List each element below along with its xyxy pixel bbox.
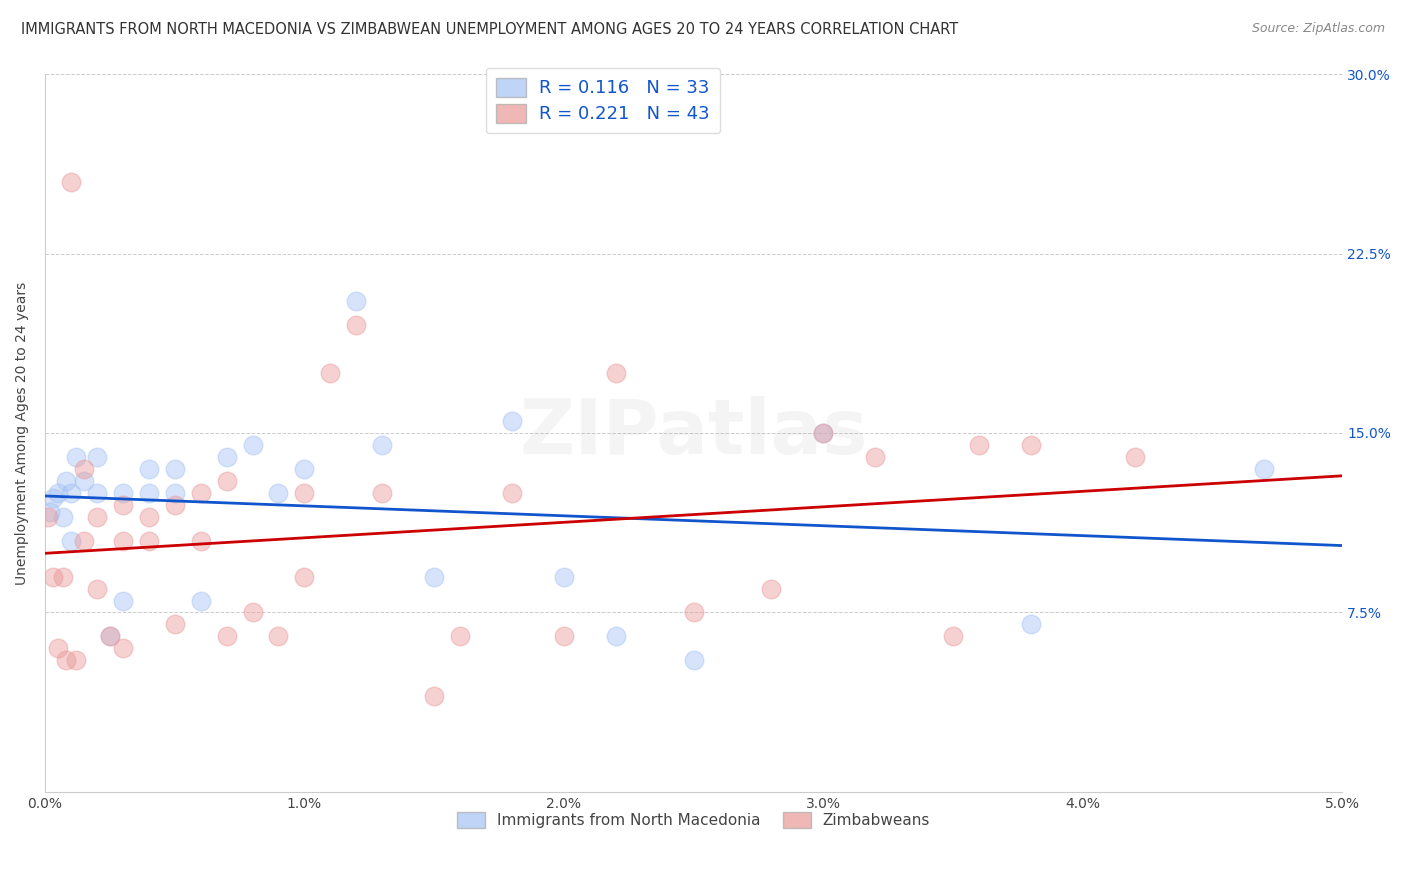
Point xyxy=(190,593,212,607)
Point xyxy=(73,462,96,476)
Point xyxy=(86,509,108,524)
Point xyxy=(553,629,575,643)
Point xyxy=(1253,462,1275,476)
Point xyxy=(967,438,990,452)
Point xyxy=(98,629,121,643)
Point xyxy=(1019,617,1042,632)
Point xyxy=(163,462,186,476)
Point xyxy=(98,629,121,643)
Point xyxy=(215,450,238,464)
Point xyxy=(138,462,160,476)
Point xyxy=(242,438,264,452)
Text: ZIPatlas: ZIPatlas xyxy=(519,396,868,470)
Point xyxy=(605,366,627,380)
Point xyxy=(86,485,108,500)
Point xyxy=(190,485,212,500)
Point xyxy=(73,533,96,548)
Point xyxy=(73,474,96,488)
Point xyxy=(294,569,316,583)
Point xyxy=(52,509,75,524)
Point xyxy=(942,629,965,643)
Point xyxy=(294,485,316,500)
Point xyxy=(319,366,342,380)
Point xyxy=(813,425,835,440)
Point xyxy=(86,582,108,596)
Point xyxy=(501,414,523,428)
Point xyxy=(111,593,134,607)
Point xyxy=(138,485,160,500)
Point xyxy=(111,641,134,656)
Point xyxy=(215,474,238,488)
Point xyxy=(86,450,108,464)
Point xyxy=(242,606,264,620)
Point xyxy=(37,509,59,524)
Point xyxy=(553,569,575,583)
Point xyxy=(267,485,290,500)
Legend: Immigrants from North Macedonia, Zimbabweans: Immigrants from North Macedonia, Zimbabw… xyxy=(451,806,936,835)
Point xyxy=(215,629,238,643)
Point xyxy=(163,498,186,512)
Point xyxy=(55,653,77,667)
Point xyxy=(42,569,65,583)
Point xyxy=(138,533,160,548)
Point xyxy=(501,485,523,500)
Point xyxy=(111,533,134,548)
Point xyxy=(111,498,134,512)
Point xyxy=(344,318,367,333)
Point xyxy=(813,425,835,440)
Point xyxy=(65,653,87,667)
Point xyxy=(267,629,290,643)
Point xyxy=(371,485,394,500)
Point xyxy=(46,641,69,656)
Point xyxy=(39,505,62,519)
Text: Source: ZipAtlas.com: Source: ZipAtlas.com xyxy=(1251,22,1385,36)
Text: IMMIGRANTS FROM NORTH MACEDONIA VS ZIMBABWEAN UNEMPLOYMENT AMONG AGES 20 TO 24 Y: IMMIGRANTS FROM NORTH MACEDONIA VS ZIMBA… xyxy=(21,22,959,37)
Point xyxy=(190,533,212,548)
Point xyxy=(52,569,75,583)
Point xyxy=(163,485,186,500)
Point xyxy=(865,450,887,464)
Point xyxy=(42,491,65,505)
Point xyxy=(1123,450,1146,464)
Point xyxy=(163,617,186,632)
Point xyxy=(344,294,367,309)
Point xyxy=(371,438,394,452)
Point xyxy=(55,474,77,488)
Point xyxy=(449,629,471,643)
Point xyxy=(294,462,316,476)
Point xyxy=(46,485,69,500)
Point xyxy=(1019,438,1042,452)
Point xyxy=(761,582,783,596)
Point xyxy=(65,450,87,464)
Point xyxy=(59,175,82,189)
Point xyxy=(59,485,82,500)
Point xyxy=(423,690,446,704)
Point xyxy=(423,569,446,583)
Point xyxy=(605,629,627,643)
Point xyxy=(138,509,160,524)
Y-axis label: Unemployment Among Ages 20 to 24 years: Unemployment Among Ages 20 to 24 years xyxy=(15,281,30,584)
Point xyxy=(59,533,82,548)
Point xyxy=(682,653,704,667)
Point xyxy=(682,606,704,620)
Point xyxy=(111,485,134,500)
